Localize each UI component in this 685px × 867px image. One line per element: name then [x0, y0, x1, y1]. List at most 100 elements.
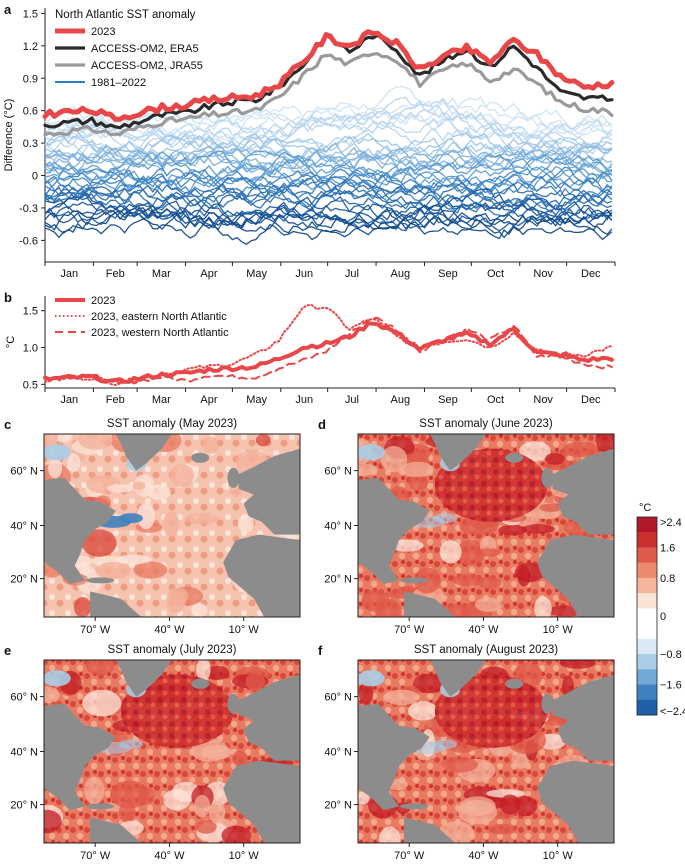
anomaly-blob	[457, 799, 498, 825]
cold-anomaly-patch	[358, 444, 385, 461]
x-tick-label: Aug	[390, 268, 410, 280]
anomaly-blob	[595, 434, 614, 454]
anomaly-blob	[390, 539, 424, 552]
colorbar: °C >2.4 1.6 0.8 0 −0.8 −1.6 <−2.4	[636, 502, 685, 718]
land-caribbean	[400, 577, 429, 584]
colorbar-unit: °C	[639, 502, 651, 514]
x-tick-label: Sep	[438, 394, 458, 406]
land-africa	[223, 534, 300, 617]
lat-tick-label: 20° N	[324, 574, 352, 586]
lat-tick-label: 40° N	[10, 747, 38, 759]
anomaly-blob	[195, 819, 217, 834]
colorbar-segment	[637, 638, 657, 655]
anomaly-blob	[67, 453, 81, 472]
x-tick-label: Nov	[533, 394, 553, 406]
y-tick-label: 1.2	[23, 41, 38, 53]
anomaly-blob	[519, 441, 551, 461]
series-1981-2022-line	[44, 184, 613, 211]
anomaly-blob	[477, 576, 502, 589]
anomaly-blob	[191, 603, 208, 617]
panel-letter-c: c	[4, 417, 11, 432]
anomaly-blob	[73, 597, 92, 617]
anomaly-blob	[383, 689, 420, 706]
land-africa	[537, 760, 614, 843]
x-tick-label: May	[246, 268, 267, 280]
colorbar-tick-label: >2.4	[660, 517, 682, 529]
legend-label: ACCESS-OM2, JRA55	[91, 60, 203, 72]
anomaly-blob	[408, 701, 438, 721]
series-1981-2022-line	[44, 209, 613, 240]
lon-tick-label: 40° W	[468, 850, 499, 862]
y-tick-label: 0	[32, 171, 38, 183]
land-caribbean	[400, 803, 429, 810]
subpolar-warm-patch	[434, 448, 548, 522]
lat-tick-label: 40° N	[324, 747, 352, 759]
lon-tick-label: 40° W	[154, 624, 185, 636]
map-title: SST anomaly (August 2023)	[414, 644, 558, 656]
legend-label: 2023, eastern North Atlantic	[91, 311, 227, 323]
anomaly-blob	[375, 598, 402, 617]
x-tick-label: Sep	[438, 268, 458, 280]
anomaly-blob	[358, 681, 374, 705]
map-field	[358, 434, 614, 617]
x-tick-label: Apr	[200, 268, 217, 280]
anomaly-blob	[169, 464, 195, 488]
lon-tick-label: 40° W	[468, 624, 499, 636]
legend-label: 2023	[91, 295, 115, 307]
panel-letter-b: b	[4, 290, 12, 305]
legend-label: ACCESS-OM2, ERA5	[91, 43, 199, 55]
anomaly-blob	[439, 540, 462, 564]
anomaly-blob	[400, 461, 434, 478]
anomaly-blob	[184, 512, 219, 525]
x-tick-label: Jan	[60, 394, 78, 406]
anomaly-blob	[521, 524, 555, 534]
colorbar-tick-label: <−2.4	[660, 706, 685, 718]
subpolar-warm-patch	[434, 674, 548, 748]
land-greenland	[429, 434, 486, 471]
series-1981-2022-line	[44, 108, 613, 157]
anomaly-blob	[452, 573, 484, 587]
panel-letter-f: f	[318, 643, 323, 658]
x-tick-label: Jun	[295, 268, 313, 280]
land-africa	[223, 760, 300, 843]
sst-maps: c SST anomaly (May 2023) 60° N 40° N 20° N 70…	[4, 417, 615, 862]
series-1981-2022-line	[44, 149, 613, 178]
y-tick-label: 1.5	[23, 306, 38, 318]
anomaly-blob	[193, 794, 211, 818]
series-line-2023-western-north-atlantic	[44, 316, 613, 385]
anomaly-blob	[499, 794, 521, 815]
x-tick-label: Oct	[487, 268, 504, 280]
land-europe	[238, 448, 300, 535]
cold-anomaly-patch	[433, 739, 458, 750]
x-tick-label: Apr	[200, 394, 217, 406]
anomaly-blob	[208, 800, 226, 824]
x-tick-label: Jul	[345, 268, 359, 280]
map-panel-f: f SST anomaly (August 2023) 60° N 40° N 20° …	[318, 643, 615, 862]
y-tick-label: -0.3	[19, 203, 38, 215]
anomaly-blob	[237, 514, 254, 533]
y-tick-label: 0.9	[23, 73, 38, 85]
anomaly-blob	[255, 434, 271, 447]
anomaly-blob	[81, 529, 117, 557]
panel-a-line-chart: 1.5 1.2 0.9 0.6 0.3 0 -0.3 -0.6 Jan Feb Mar Apr May J…	[3, 8, 616, 280]
anomaly-blob	[487, 823, 517, 835]
land-iceland	[191, 678, 210, 689]
anomaly-blob	[48, 457, 63, 479]
anomaly-blob	[44, 809, 62, 834]
anomaly-blob	[358, 463, 378, 477]
x-tick-label: Nov	[533, 268, 553, 280]
lon-tick-label: 10° W	[543, 850, 574, 862]
anomaly-blob	[474, 548, 502, 557]
anomaly-blob	[166, 590, 186, 614]
anomaly-blob	[82, 689, 122, 717]
land-uk	[227, 693, 240, 714]
lon-tick-label: 70° W	[80, 624, 111, 636]
anomaly-blob	[559, 660, 596, 669]
colorbar-tick-label: −1.6	[660, 680, 682, 692]
anomaly-blob	[408, 473, 429, 491]
anomaly-blob	[116, 554, 152, 565]
anomaly-blob	[562, 441, 600, 458]
land-iceland	[505, 452, 524, 463]
panel-letter-a: a	[4, 2, 12, 17]
